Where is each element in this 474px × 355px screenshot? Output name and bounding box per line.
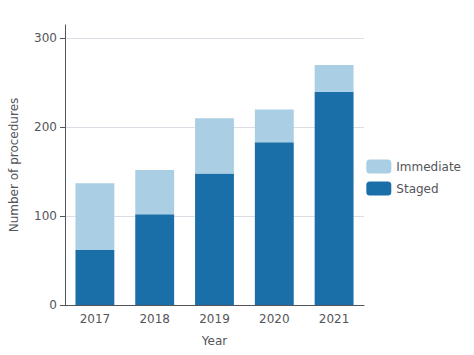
svg-text:Year: Year [201, 334, 227, 348]
svg-text:2018: 2018 [139, 312, 170, 326]
svg-text:2017: 2017 [80, 312, 111, 326]
svg-text:0: 0 [49, 298, 57, 312]
svg-text:2021: 2021 [319, 312, 350, 326]
svg-text:2019: 2019 [199, 312, 230, 326]
svg-text:2020: 2020 [259, 312, 290, 326]
svg-text:200: 200 [34, 120, 57, 134]
svg-text:100: 100 [34, 209, 57, 223]
svg-text:Immediate: Immediate [396, 160, 461, 174]
svg-text:Number of procedures: Number of procedures [7, 98, 21, 233]
svg-text:Staged: Staged [396, 182, 438, 196]
svg-text:300: 300 [34, 31, 57, 45]
